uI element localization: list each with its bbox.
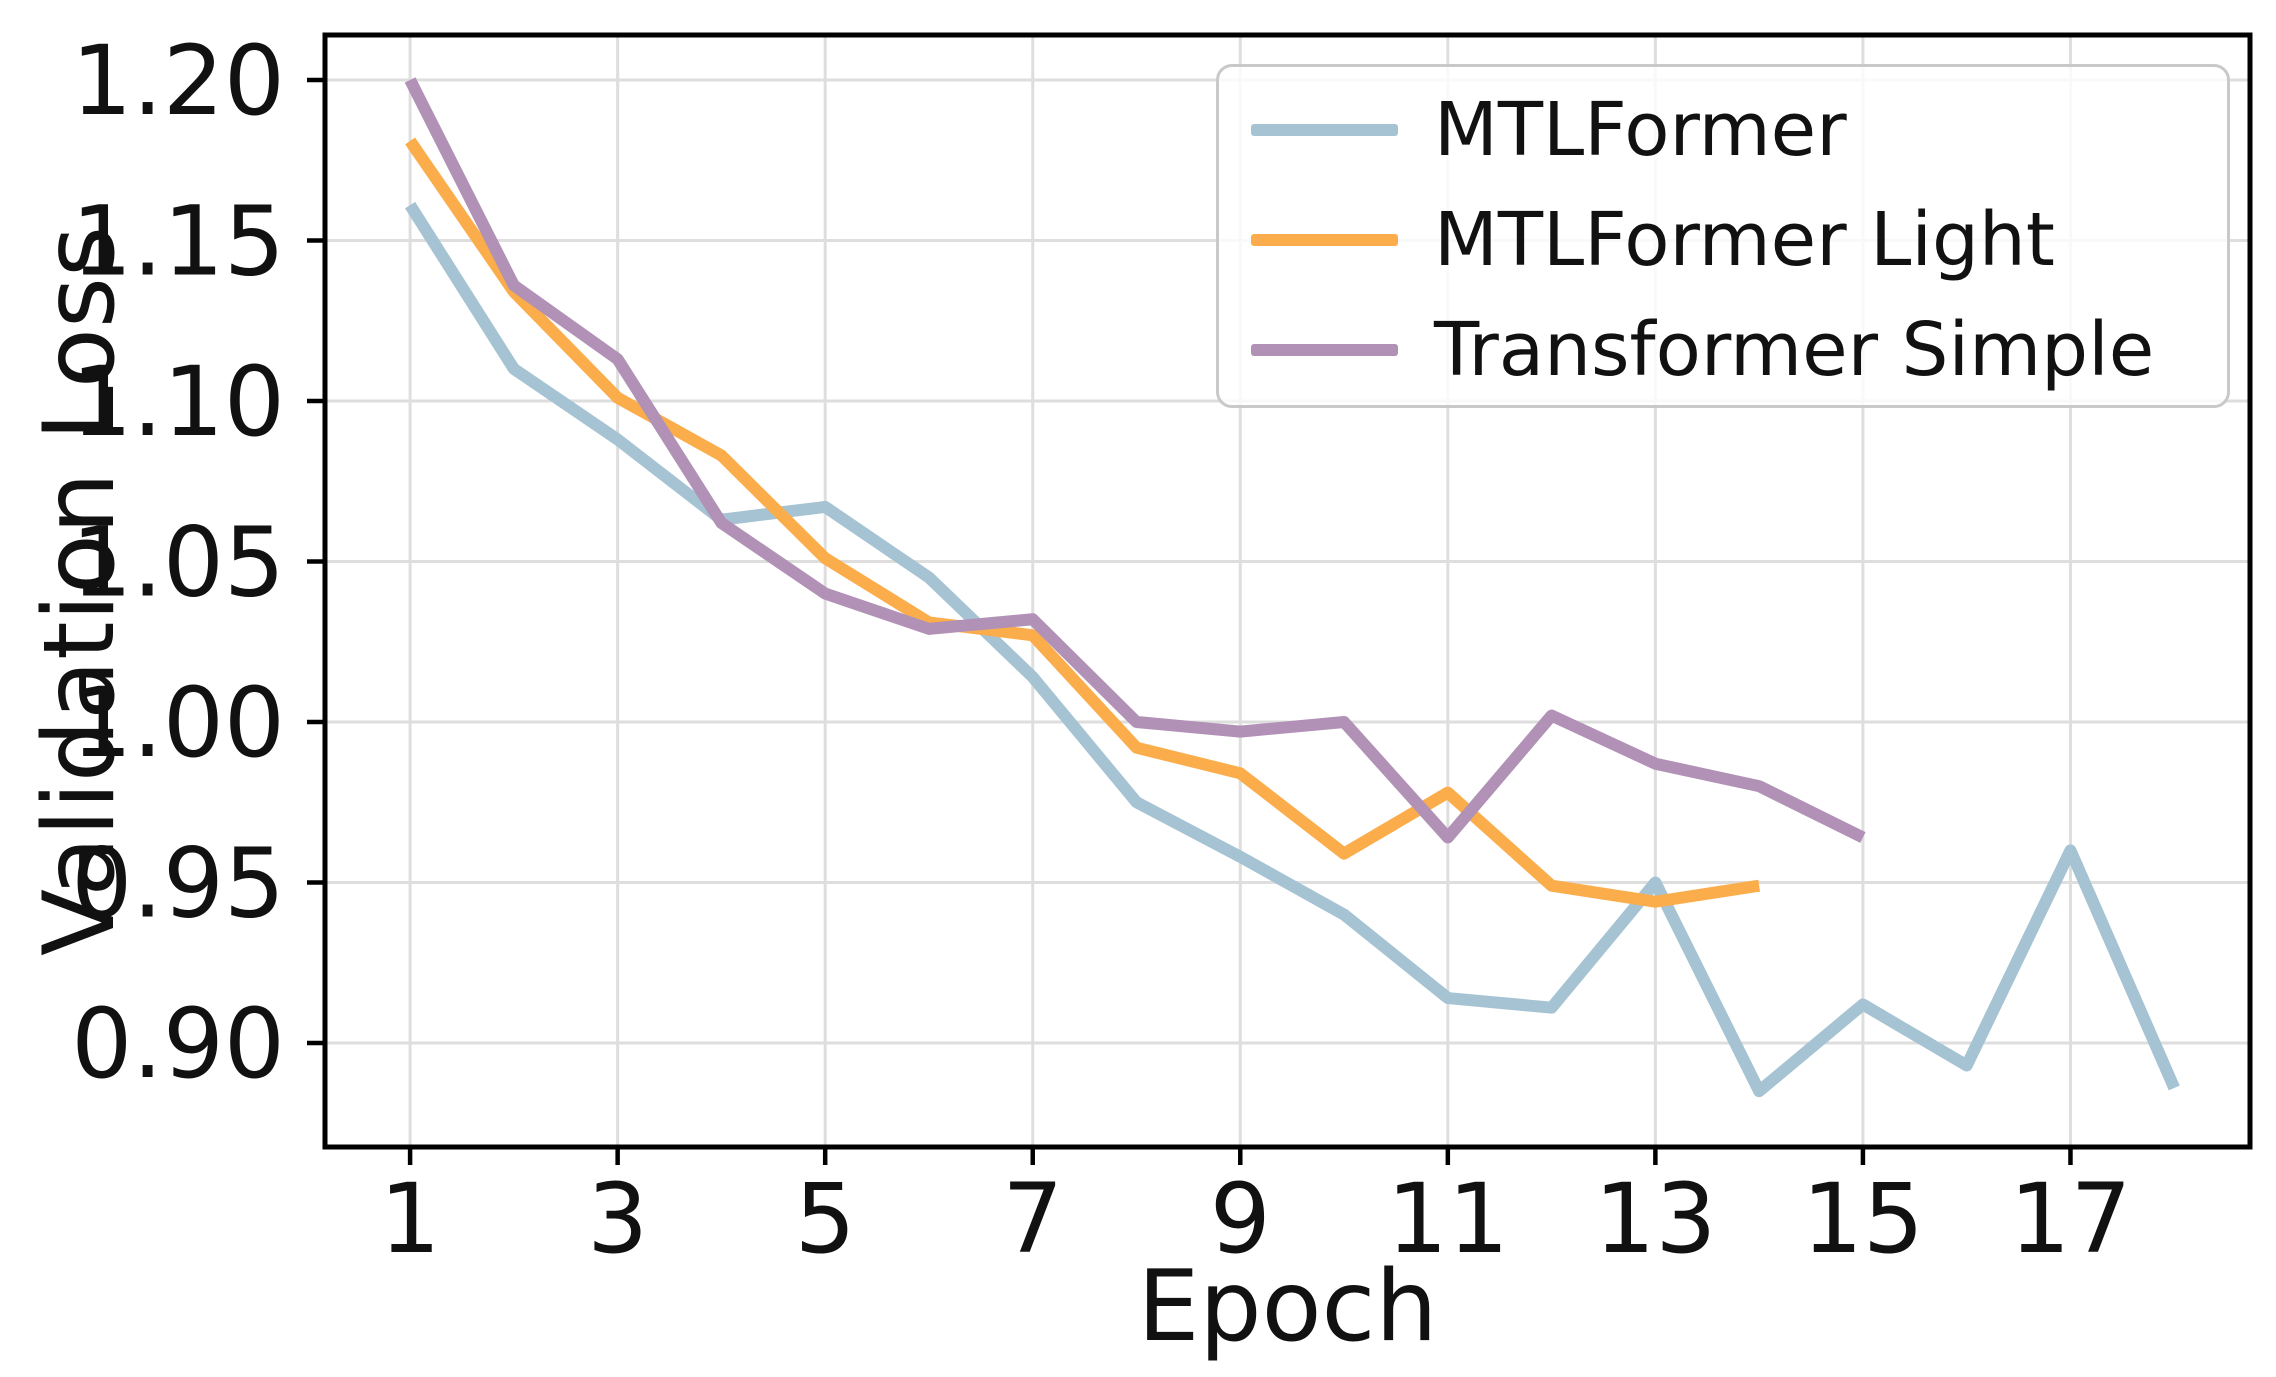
y-tick-label: 0.95 bbox=[71, 827, 285, 939]
y-tick-label: 1.20 bbox=[71, 25, 285, 137]
axes-frame bbox=[322, 32, 2253, 1150]
x-tick-label: 7 bbox=[1002, 1163, 1063, 1275]
y-tick-label: 1.05 bbox=[71, 506, 285, 618]
legend-item-transformer-simple: Transformer Simple bbox=[1251, 295, 2227, 405]
legend-label-mtlformer: MTLFormer bbox=[1434, 87, 1847, 173]
y-tick-label: 1.15 bbox=[71, 185, 285, 297]
legend-label-mtlformer-light: MTLFormer Light bbox=[1434, 197, 2055, 283]
legend-swatch-mtlformer-light bbox=[1251, 234, 1398, 246]
legend-item-mtlformer-light: MTLFormer Light bbox=[1251, 185, 2227, 295]
x-tick-label: 1 bbox=[380, 1163, 441, 1275]
legend-swatch-transformer-simple bbox=[1251, 344, 1398, 356]
series-line-mtlformer-light bbox=[405, 137, 1761, 908]
x-tick-label: 13 bbox=[1594, 1163, 1716, 1275]
x-tick-label: 11 bbox=[1387, 1163, 1509, 1275]
x-tick-label: 15 bbox=[1802, 1163, 1924, 1275]
x-tick-label: 9 bbox=[1210, 1163, 1271, 1275]
legend-item-mtlformer: MTLFormer bbox=[1251, 75, 2227, 185]
y-tick-label: 1.00 bbox=[71, 667, 285, 779]
x-tick-label: 5 bbox=[795, 1163, 856, 1275]
y-tick-label: 1.10 bbox=[71, 346, 285, 458]
legend-swatch-mtlformer bbox=[1251, 124, 1398, 136]
y-axis-label: Validation Loss bbox=[23, 225, 137, 957]
x-tick-label: 3 bbox=[587, 1163, 648, 1275]
x-tick-label: 17 bbox=[2009, 1163, 2131, 1275]
x-axis-label: Epoch bbox=[1137, 1250, 1438, 1364]
y-tick-label: 0.90 bbox=[71, 988, 285, 1100]
legend-label-transformer-simple: Transformer Simple bbox=[1434, 307, 2155, 393]
legend: MTLFormer MTLFormer Light Transformer Si… bbox=[1216, 64, 2230, 408]
series-line-transformer-simple bbox=[404, 77, 1866, 844]
